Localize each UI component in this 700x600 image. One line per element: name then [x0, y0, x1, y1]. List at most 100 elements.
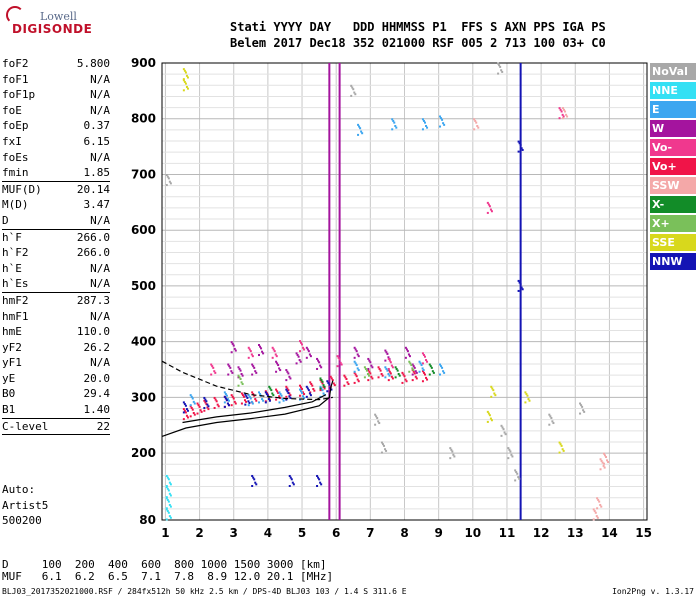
echo-point	[251, 474, 254, 477]
echo-point	[603, 466, 606, 469]
param-name: foEs	[2, 150, 29, 164]
x-tick-label: 3	[230, 526, 238, 540]
echo-point	[183, 403, 186, 406]
echo-point	[264, 390, 267, 393]
echo-point	[371, 366, 374, 369]
echo-point	[368, 359, 371, 362]
echo-point	[449, 447, 452, 450]
param-value: 287.3	[76, 293, 110, 307]
echo-point	[165, 518, 168, 521]
echo-point	[500, 69, 503, 72]
echo-point	[287, 372, 290, 375]
echo-point	[278, 395, 281, 398]
echo-point	[353, 356, 356, 359]
echo-point	[165, 496, 168, 499]
echo-point	[429, 365, 432, 368]
x-tick-label: 4	[264, 526, 272, 540]
echo-point	[213, 370, 216, 373]
echo-point	[394, 366, 397, 369]
echo-point	[241, 394, 244, 397]
echo-point	[240, 381, 243, 384]
echo-point	[528, 399, 531, 402]
echo-point	[559, 108, 562, 111]
echo-point	[231, 395, 234, 398]
echo-point	[425, 376, 428, 379]
echo-point	[262, 399, 265, 402]
echo-point	[165, 485, 168, 488]
echo-point	[165, 486, 168, 489]
header-values: Belem 2017 Dec18 352 021000 RSF 005 2 71…	[230, 36, 606, 50]
echo-point	[240, 392, 243, 395]
param-row: h`Es N/A	[2, 276, 110, 292]
echo-point	[353, 371, 356, 374]
echo-point	[281, 398, 284, 401]
echo-point	[474, 119, 477, 122]
echo-point	[169, 182, 172, 185]
echo-point	[336, 355, 339, 358]
echo-point	[477, 126, 480, 129]
echo-point	[301, 343, 304, 346]
echo-point	[422, 119, 425, 122]
legend-item: X-	[650, 196, 696, 213]
echo-point	[270, 389, 273, 392]
echo-point	[168, 492, 171, 495]
echo-point	[224, 397, 227, 400]
param-name: B0	[2, 387, 16, 401]
echo-point	[493, 392, 496, 395]
echo-point	[269, 387, 272, 390]
echo-point	[298, 359, 301, 362]
echo-point	[204, 398, 207, 401]
param-name: h`Es	[2, 277, 29, 291]
echo-point	[518, 281, 521, 284]
echo-point	[168, 180, 171, 183]
echo-point	[381, 443, 384, 446]
echo-point	[204, 401, 207, 404]
echo-point	[412, 365, 415, 368]
echo-point	[380, 441, 383, 444]
param-separator	[2, 228, 110, 230]
param-row: D N/A	[2, 213, 110, 229]
echo-point	[392, 119, 395, 122]
echo-point	[224, 393, 227, 396]
param-value: N/A	[90, 356, 110, 370]
echo-point	[223, 395, 226, 398]
echo-point	[272, 394, 275, 397]
echo-point	[395, 126, 398, 129]
param-name: h`F	[2, 230, 22, 244]
echo-point	[165, 507, 168, 510]
legend-item: SSW	[650, 177, 696, 194]
echo-point	[389, 361, 392, 364]
echo-point	[199, 409, 202, 412]
echo-point	[207, 405, 210, 408]
echo-point	[428, 373, 431, 376]
echo-point	[391, 128, 394, 131]
legend-item: SSE	[650, 234, 696, 251]
echo-point	[231, 342, 234, 345]
echo-point	[223, 405, 226, 408]
legend-item: NoVal	[650, 63, 696, 80]
echo-point	[237, 384, 240, 387]
echo-point	[428, 363, 431, 366]
param-name: hmF2	[2, 293, 29, 307]
echo-point	[500, 424, 503, 427]
echo-point	[336, 365, 339, 368]
echo-point	[607, 461, 610, 464]
echo-point	[490, 385, 493, 388]
echo-point	[514, 479, 517, 482]
echo-point	[185, 408, 188, 411]
echo-point	[207, 408, 210, 411]
echo-point	[285, 388, 288, 391]
param-row: M(D) 3.47	[2, 197, 110, 213]
echo-point	[319, 377, 322, 380]
param-name: foEp	[2, 119, 29, 133]
echo-point	[558, 451, 561, 454]
echo-point	[319, 389, 322, 392]
echo-point	[227, 363, 230, 366]
echo-point	[398, 374, 401, 377]
echo-point	[298, 388, 301, 391]
echo-point	[353, 360, 356, 363]
echo-point	[504, 433, 507, 436]
echo-point	[339, 361, 342, 364]
echo-point	[407, 353, 410, 356]
